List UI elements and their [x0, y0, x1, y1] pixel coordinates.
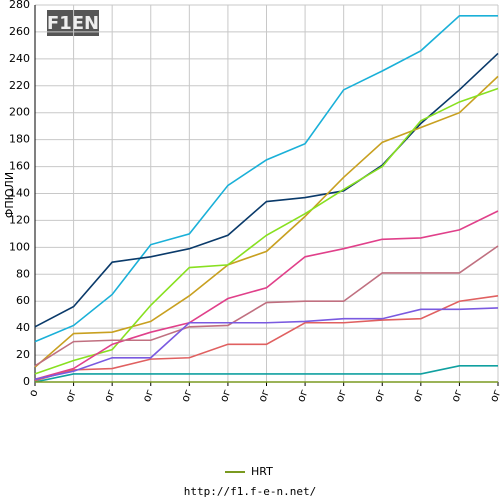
series-line [34, 87, 499, 375]
y-tick-label: 160 [9, 160, 30, 173]
series-line [34, 245, 499, 367]
x-tick-label: ог [333, 387, 350, 403]
y-tick-label: 40 [16, 321, 30, 334]
y-tick-label: 260 [9, 25, 30, 38]
y-tick-label: 0 [23, 375, 30, 388]
x-tick-label: ог [63, 387, 80, 403]
x-tick-label: ог [410, 387, 427, 403]
x-tick-label: ог [449, 387, 466, 403]
x-tick-label: ог [256, 387, 273, 403]
y-tick-label: 20 [16, 348, 30, 361]
y-tick-label: 140 [9, 187, 30, 200]
x-tick-label: ог [101, 387, 118, 403]
x-tick-label: ог [178, 387, 195, 403]
footer: http://f1.f-e-n.net/ [184, 485, 316, 498]
series-line [34, 307, 499, 381]
series-line [34, 52, 499, 328]
series-line [34, 295, 499, 382]
y-tick-label: 200 [9, 106, 30, 119]
y-tick-label: 100 [9, 240, 30, 253]
y-tick-label: 120 [9, 213, 30, 226]
y-tick-label: 80 [16, 267, 30, 280]
logo: F1EN [47, 13, 99, 34]
series-line [34, 365, 498, 383]
y-tick-label: 180 [9, 133, 30, 146]
series-line [34, 210, 499, 381]
y-tick-label: 60 [16, 294, 30, 307]
x-tick-label: ог [487, 387, 500, 403]
y-tick-label: 240 [9, 52, 30, 65]
series-line [34, 14, 498, 343]
x-tick-label: ог [140, 387, 157, 403]
y-axis-label: ФПЮЛИ [3, 172, 16, 218]
x-tick-label: ог [217, 387, 234, 403]
x-tick-label: o [26, 387, 41, 398]
legend-label: HRT [251, 465, 273, 478]
x-tick-label: ог [371, 387, 388, 403]
y-tick-label: 280 [9, 0, 30, 11]
x-tick-label: ог [294, 387, 311, 403]
series-line [34, 75, 499, 368]
y-tick-label: 220 [9, 79, 30, 92]
